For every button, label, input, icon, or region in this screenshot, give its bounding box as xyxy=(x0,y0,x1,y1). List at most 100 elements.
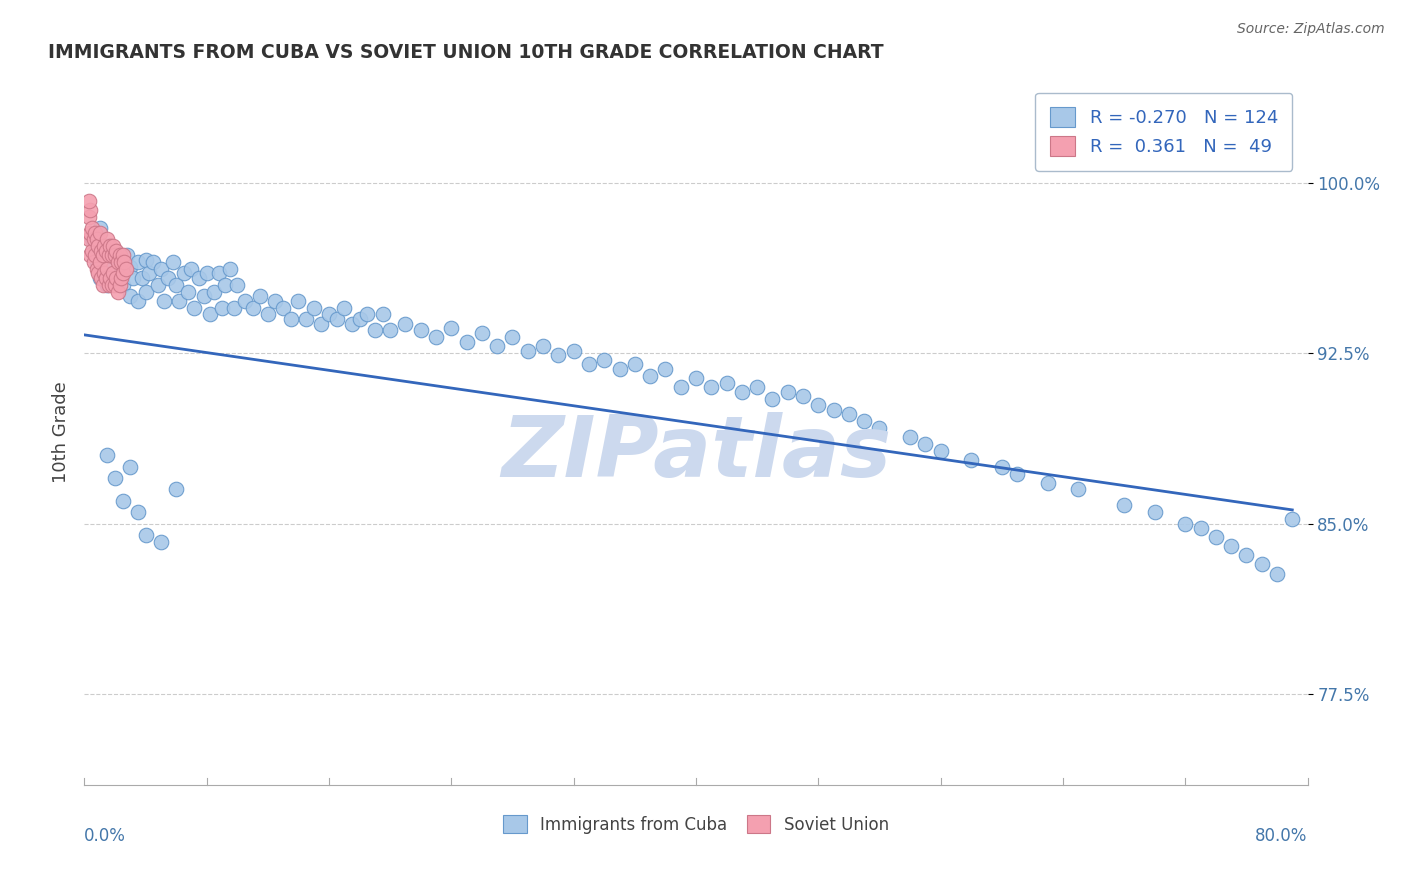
Point xyxy=(287,293,309,308)
Point xyxy=(1143,505,1166,519)
Point xyxy=(79,248,101,262)
Point xyxy=(98,239,121,253)
Point xyxy=(86,255,108,269)
Point xyxy=(80,232,103,246)
Point xyxy=(202,285,225,299)
Point xyxy=(593,352,616,367)
Point xyxy=(84,248,107,262)
Point xyxy=(122,271,145,285)
Point xyxy=(107,267,129,281)
Point xyxy=(146,277,169,292)
Point xyxy=(103,239,125,253)
Point xyxy=(94,271,117,285)
Point xyxy=(167,293,190,308)
Point xyxy=(869,421,891,435)
Point xyxy=(271,301,294,315)
Point xyxy=(127,293,149,308)
Point xyxy=(138,267,160,281)
Point xyxy=(516,343,538,358)
Point xyxy=(84,226,107,240)
Point xyxy=(792,389,814,403)
Point xyxy=(823,403,845,417)
Point xyxy=(135,285,157,299)
Point xyxy=(356,307,378,321)
Point xyxy=(135,252,157,267)
Point xyxy=(991,459,1014,474)
Point xyxy=(97,248,120,262)
Point xyxy=(731,384,754,399)
Point xyxy=(264,293,287,308)
Point xyxy=(165,277,187,292)
Point xyxy=(77,194,100,208)
Point xyxy=(456,334,478,349)
Point xyxy=(325,312,347,326)
Point xyxy=(120,289,142,303)
Point xyxy=(77,232,100,246)
Point xyxy=(1036,475,1059,490)
Point xyxy=(188,271,211,285)
Point xyxy=(86,232,108,246)
Point xyxy=(318,307,340,321)
Point xyxy=(111,493,134,508)
Point xyxy=(224,301,246,315)
Point xyxy=(440,321,463,335)
Text: 0.0%: 0.0% xyxy=(84,827,127,846)
Text: 80.0%: 80.0% xyxy=(1256,827,1308,846)
Point xyxy=(91,277,114,292)
Point xyxy=(1114,499,1136,513)
Point xyxy=(83,232,105,246)
Point xyxy=(93,267,115,281)
Point xyxy=(153,293,176,308)
Point xyxy=(853,414,876,428)
Point xyxy=(111,248,134,262)
Point xyxy=(364,323,387,337)
Point xyxy=(502,330,524,344)
Point xyxy=(1236,549,1258,563)
Point xyxy=(257,307,280,321)
Point xyxy=(91,267,114,281)
Point xyxy=(104,471,127,485)
Point xyxy=(79,226,101,240)
Point xyxy=(177,285,200,299)
Point xyxy=(91,248,114,262)
Point xyxy=(89,271,111,285)
Point xyxy=(1281,512,1303,526)
Point xyxy=(226,277,249,292)
Point xyxy=(142,255,165,269)
Point xyxy=(173,267,195,281)
Point xyxy=(96,448,118,462)
Point xyxy=(77,210,100,224)
Point xyxy=(87,239,110,253)
Point xyxy=(89,226,111,240)
Text: IMMIGRANTS FROM CUBA VS SOVIET UNION 10TH GRADE CORRELATION CHART: IMMIGRANTS FROM CUBA VS SOVIET UNION 10T… xyxy=(48,43,883,62)
Point xyxy=(333,301,356,315)
Point xyxy=(1205,530,1227,544)
Point xyxy=(1265,566,1288,581)
Point xyxy=(96,262,118,277)
Point xyxy=(295,312,318,326)
Point xyxy=(371,307,394,321)
Point xyxy=(609,362,631,376)
Point xyxy=(107,285,129,299)
Point xyxy=(242,301,264,315)
Point xyxy=(135,528,157,542)
Point xyxy=(127,505,149,519)
Point xyxy=(110,271,132,285)
Point xyxy=(101,255,124,269)
Point xyxy=(700,380,723,394)
Point xyxy=(380,323,402,337)
Point xyxy=(112,255,135,269)
Point xyxy=(149,262,172,277)
Point xyxy=(624,358,647,372)
Point xyxy=(898,430,921,444)
Point xyxy=(394,317,416,331)
Point xyxy=(93,239,115,253)
Point xyxy=(685,371,707,385)
Point xyxy=(218,262,240,277)
Point xyxy=(97,277,120,292)
Point xyxy=(1189,521,1212,535)
Point xyxy=(562,343,585,358)
Y-axis label: 10th Grade: 10th Grade xyxy=(52,382,70,483)
Point xyxy=(1220,539,1243,553)
Point xyxy=(302,301,325,315)
